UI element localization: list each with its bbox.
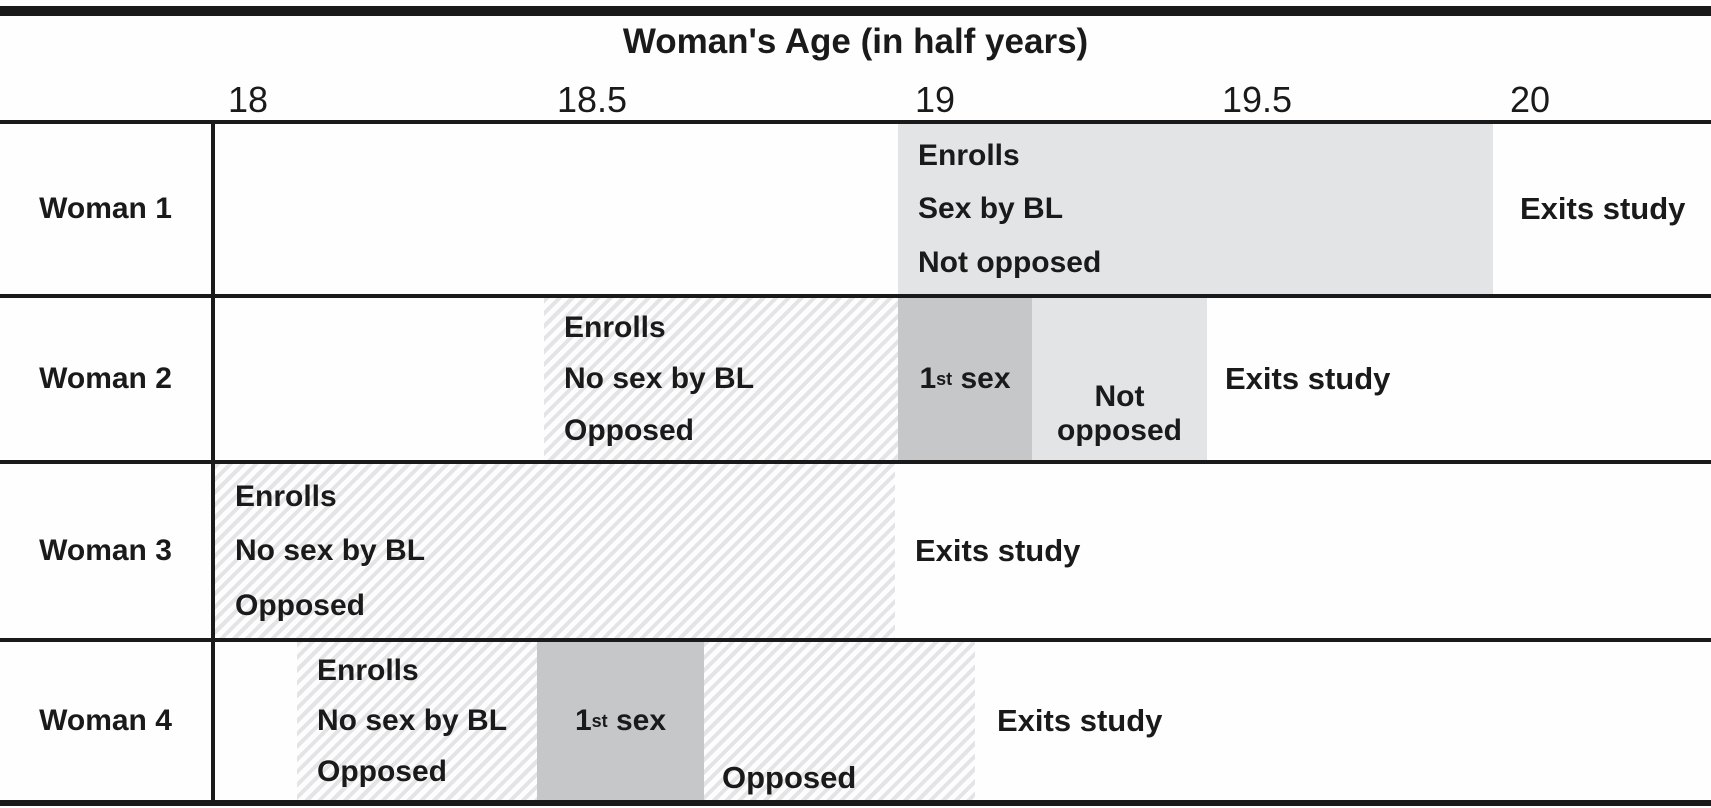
- first-sex-label-number: 1: [919, 362, 937, 395]
- bar-annotation-line: No sex by BL: [317, 704, 508, 737]
- axis-tick-19: 19: [914, 79, 956, 120]
- axis-tick-18: 18: [227, 79, 269, 120]
- enrollment-bar: Enrolls Sex by BL Not opposed: [898, 124, 1493, 294]
- bar-annotation-line: Enrolls: [317, 653, 419, 687]
- bar-annotation-line: Opposed: [235, 588, 366, 622]
- row-divider-3: [0, 638, 1711, 642]
- bar-annotations: Enrolls No sex by BL Opposed: [297, 642, 975, 800]
- bottom-border-line: [0, 800, 1711, 806]
- bar-annotation-line: Not opposed: [918, 245, 1102, 279]
- axis-tick-20: 20: [1509, 79, 1551, 120]
- first-sex-label-number: 1: [574, 704, 592, 737]
- axis-tick-19-5: 19.5: [1221, 79, 1293, 120]
- opposed-label: Opposed: [722, 760, 857, 795]
- bar-annotation-line: Enrolls: [918, 138, 1020, 172]
- bar-annotation-line: No sex by BL: [564, 362, 755, 395]
- exits-study-label: Exits study: [1520, 191, 1686, 226]
- enrollment-hatched-bar: Enrolls No sex by BL Opposed: [215, 464, 895, 638]
- exits-study-label: Exits study: [997, 703, 1163, 738]
- bar-annotation-line: Enrolls: [564, 310, 666, 344]
- axis-line: [0, 120, 1711, 124]
- bar-annotations: Enrolls No sex by BL Opposed: [215, 464, 895, 638]
- row-label-woman-3: Woman 3: [39, 534, 172, 567]
- row-label-woman-1: Woman 1: [39, 192, 172, 225]
- bar-annotation-line: Enrolls: [235, 479, 337, 513]
- row-divider-1: [0, 294, 1711, 298]
- bar-annotation-line: No sex by BL: [235, 534, 426, 567]
- top-border-bar: [0, 6, 1711, 16]
- first-sex-label-word: sex: [607, 704, 667, 737]
- bar-annotation-line: Opposed: [317, 754, 448, 788]
- enrollment-hatched-bar: Enrolls No sex by BL Opposed: [544, 298, 898, 460]
- not-opposed-label-line: opposed: [1057, 414, 1182, 447]
- figure-title: Woman's Age (in half years): [622, 22, 1089, 61]
- bar-annotation-line: Opposed: [564, 413, 695, 447]
- first-sex-label-word: sex: [952, 362, 1011, 395]
- bar-annotations: Enrolls Sex by BL Not opposed: [898, 124, 1493, 294]
- label-column-divider: [211, 120, 215, 806]
- not-opposed-label: Not opposed: [1032, 298, 1207, 460]
- exits-study-label: Exits study: [1225, 361, 1391, 396]
- enrollment-bar: Not opposed: [1032, 298, 1207, 460]
- bar-annotations: Enrolls No sex by BL Opposed: [544, 298, 898, 460]
- row-label-woman-2: Woman 2: [39, 362, 172, 395]
- exits-study-label: Exits study: [915, 533, 1081, 568]
- bar-annotation-line: Sex by BL: [918, 192, 1064, 225]
- axis-tick-18-5: 18.5: [556, 79, 628, 120]
- not-opposed-label-line: Not: [1094, 380, 1145, 413]
- row-divider-2: [0, 460, 1711, 464]
- row-label-woman-4: Woman 4: [39, 704, 172, 737]
